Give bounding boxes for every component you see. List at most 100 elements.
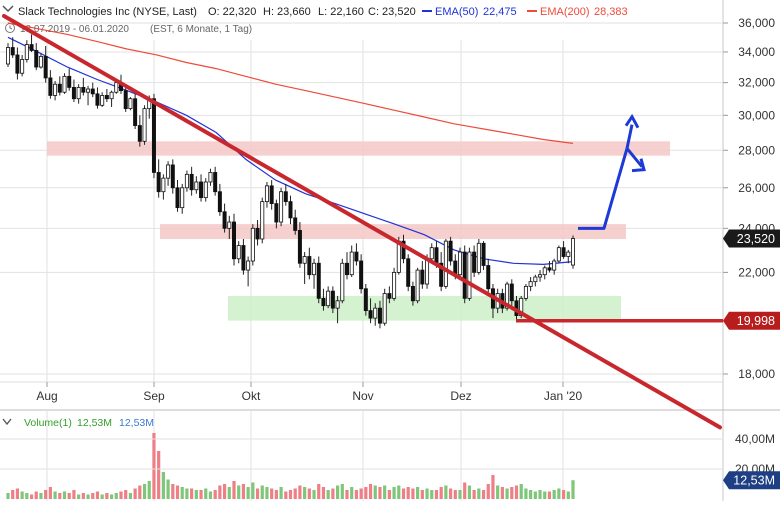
candle-body-up: [279, 191, 284, 223]
candle-body-up: [100, 95, 105, 106]
candle-body-up: [161, 177, 166, 193]
volume-bar-up: [265, 487, 269, 499]
candle-body-down: [170, 164, 175, 189]
support-level-badge-bg: [723, 311, 780, 330]
ohlc-high: H: 23,660: [263, 6, 311, 18]
candle-body-up: [38, 56, 43, 68]
candle-body-down: [43, 56, 48, 79]
volume-bar-down: [222, 484, 227, 499]
volume-bar-down: [293, 488, 297, 499]
candle-body-up: [396, 240, 401, 273]
candle-body-up: [24, 44, 29, 60]
price-tick-label: 28,000: [738, 143, 775, 157]
candle-body-down: [231, 221, 236, 260]
candle-body-down: [481, 242, 486, 266]
date-range: 18.07.2019 - 06.01.2020: [20, 24, 129, 35]
candle-body-down: [29, 44, 34, 51]
candle-body-down: [293, 217, 298, 231]
candle-body-down: [241, 245, 246, 271]
candle-body-up: [194, 181, 199, 191]
last-price-badge-label: 23,520: [737, 232, 775, 246]
volume-bar-down: [81, 493, 85, 499]
candle-body-down: [10, 47, 15, 56]
candle-body-down: [316, 262, 321, 299]
candle-body-down: [486, 265, 491, 290]
volume-bar-up: [109, 494, 114, 499]
ema200-line: [7, 22, 574, 144]
candle-body-up: [476, 242, 481, 273]
volume-bar-up: [326, 490, 330, 499]
candle-body-down: [67, 75, 72, 88]
candle-body-up: [429, 247, 434, 260]
ohlc-close: C: 23,520: [368, 6, 416, 18]
volume-bar-up: [303, 487, 307, 499]
volume-header: Volume(1) 12,53M 12,53M: [2, 417, 154, 429]
candle-body-up: [443, 240, 448, 287]
volume-bar-down: [434, 490, 439, 499]
candle-body-down: [95, 93, 100, 106]
volume-bar-up: [180, 487, 184, 499]
candle-body-down: [274, 203, 279, 223]
candle-body-down: [104, 95, 109, 100]
volume-bar-down: [481, 490, 486, 499]
candle-body-down: [472, 251, 477, 273]
volume-bar-up: [566, 491, 570, 499]
candle-body-up: [20, 59, 25, 74]
volume-bar-up: [77, 494, 81, 499]
support-level-badge-label: 19,998: [737, 314, 775, 328]
volume-bar-down: [67, 493, 71, 499]
volume-bar-up: [505, 488, 509, 499]
volume-bar-down: [171, 484, 175, 499]
candle-body-up: [373, 307, 378, 319]
candle-body-down: [137, 125, 142, 142]
candle-body-up: [260, 201, 265, 240]
volume-bar-down: [274, 490, 278, 499]
candle-body-down: [189, 173, 194, 191]
candle-body-up: [246, 260, 251, 271]
candle-body-up: [571, 238, 576, 266]
ema200-legend-label: EMA(200): [540, 6, 590, 18]
candle-body-down: [439, 262, 444, 287]
volume-bar-up: [533, 491, 537, 499]
volume-bar-up: [128, 493, 133, 499]
volume-bar-down: [331, 488, 335, 499]
candle-body-down: [420, 269, 425, 285]
candle-body-down: [434, 247, 439, 264]
candle-body-up: [349, 251, 354, 276]
volume-bar-up: [543, 491, 547, 499]
candle-body-up: [302, 256, 307, 264]
candle-body-up: [538, 274, 543, 278]
candle-body-down: [217, 191, 222, 213]
collapse-chevron-icon[interactable]: [2, 418, 12, 426]
volume-bar-down: [270, 488, 274, 499]
volume-bar-up: [185, 488, 189, 499]
candle-body-down: [156, 172, 161, 193]
time-tick-label: Nov: [352, 389, 373, 403]
candle-body-up: [208, 172, 213, 183]
price-tick-label: 34,000: [738, 45, 775, 59]
candle-body-up: [467, 251, 472, 299]
volume-bar-down: [354, 490, 359, 499]
volume-bar-up: [161, 472, 165, 499]
collapse-chevron-icon[interactable]: [2, 5, 14, 13]
zones-layer: [47, 141, 670, 321]
candle-body-down: [547, 267, 552, 271]
volume-bar-up: [6, 493, 10, 499]
volume-bar-up: [20, 491, 24, 499]
price-tick-label: 32,000: [738, 76, 775, 90]
candle-body-up: [566, 251, 571, 257]
candle-body-down: [401, 240, 406, 260]
volume-tick-label: 40,00M: [735, 432, 775, 446]
candle-body-up: [542, 267, 547, 276]
volume-bar-down: [486, 484, 490, 499]
candle-body-up: [180, 187, 185, 209]
candle-body-up: [425, 258, 430, 285]
volume-bar-up: [496, 485, 500, 499]
volume-bar-down: [119, 491, 123, 499]
candle-body-up: [326, 290, 331, 307]
volume-bar-down: [58, 493, 62, 499]
candle-body-down: [15, 54, 20, 74]
candle-body-up: [312, 262, 317, 276]
volume-bar-up: [467, 485, 472, 499]
volume-bar-down: [199, 490, 203, 499]
